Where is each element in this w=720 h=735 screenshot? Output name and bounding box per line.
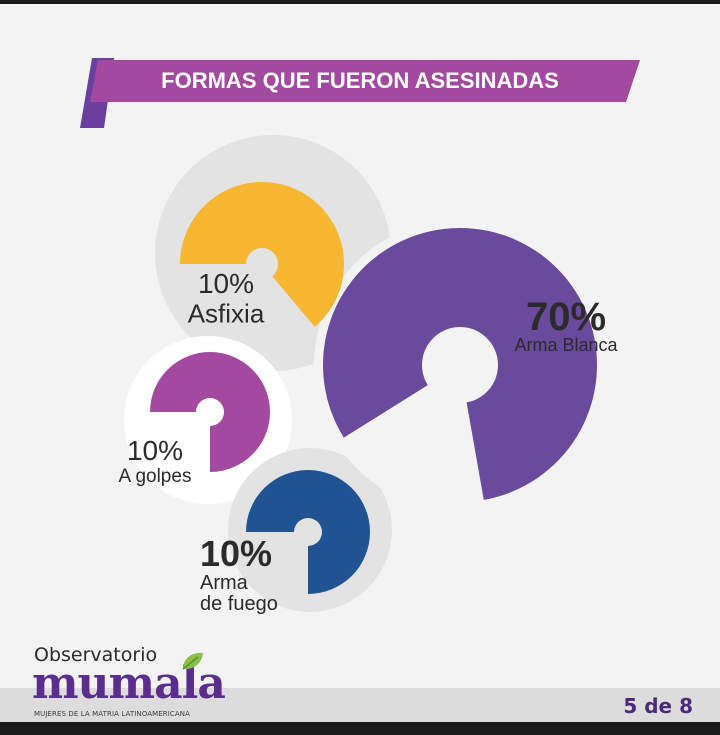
data-label-asfixia: 10% (198, 268, 254, 299)
data-label-arma-blanca: 70% (526, 295, 606, 339)
donut-arma-de-fuego (246, 470, 370, 594)
title-banner-bar (90, 60, 640, 102)
logo: Observatorio mumala MUJERES DE LA MATRIA… (32, 644, 232, 724)
donut-arma-blanca (323, 227, 597, 500)
category-label-a-golpes-1: A golpes (119, 466, 192, 487)
page-indicator: 5 de 8 (623, 694, 693, 718)
data-label-arma-de-fuego: 10% (200, 533, 272, 574)
chart-title: FORMAS QUE FUERON ASESINADAS (161, 68, 559, 93)
logo-observatorio: Observatorio (34, 644, 158, 666)
category-label-arma-blanca-1: Arma Blanca (514, 335, 618, 355)
category-label-arma-de-fuego-1: Arma (200, 572, 249, 594)
donut-a-golpes (150, 352, 270, 472)
top-border (0, 0, 720, 4)
category-label-asfixia-1: Asfixia (188, 298, 265, 328)
leaf-icon (182, 652, 203, 670)
category-label-arma-de-fuego-2: de fuego (200, 593, 278, 615)
logo-tagline: MUJERES DE LA MATRIA LATINOAMERICANA (34, 710, 190, 718)
data-label-a-golpes: 10% (127, 435, 183, 466)
footer-band (0, 688, 720, 722)
bottom-border (0, 722, 720, 735)
donut-asfixia (180, 182, 345, 327)
title-banner: FORMAS QUE FUERON ASESINADAS (80, 58, 640, 128)
